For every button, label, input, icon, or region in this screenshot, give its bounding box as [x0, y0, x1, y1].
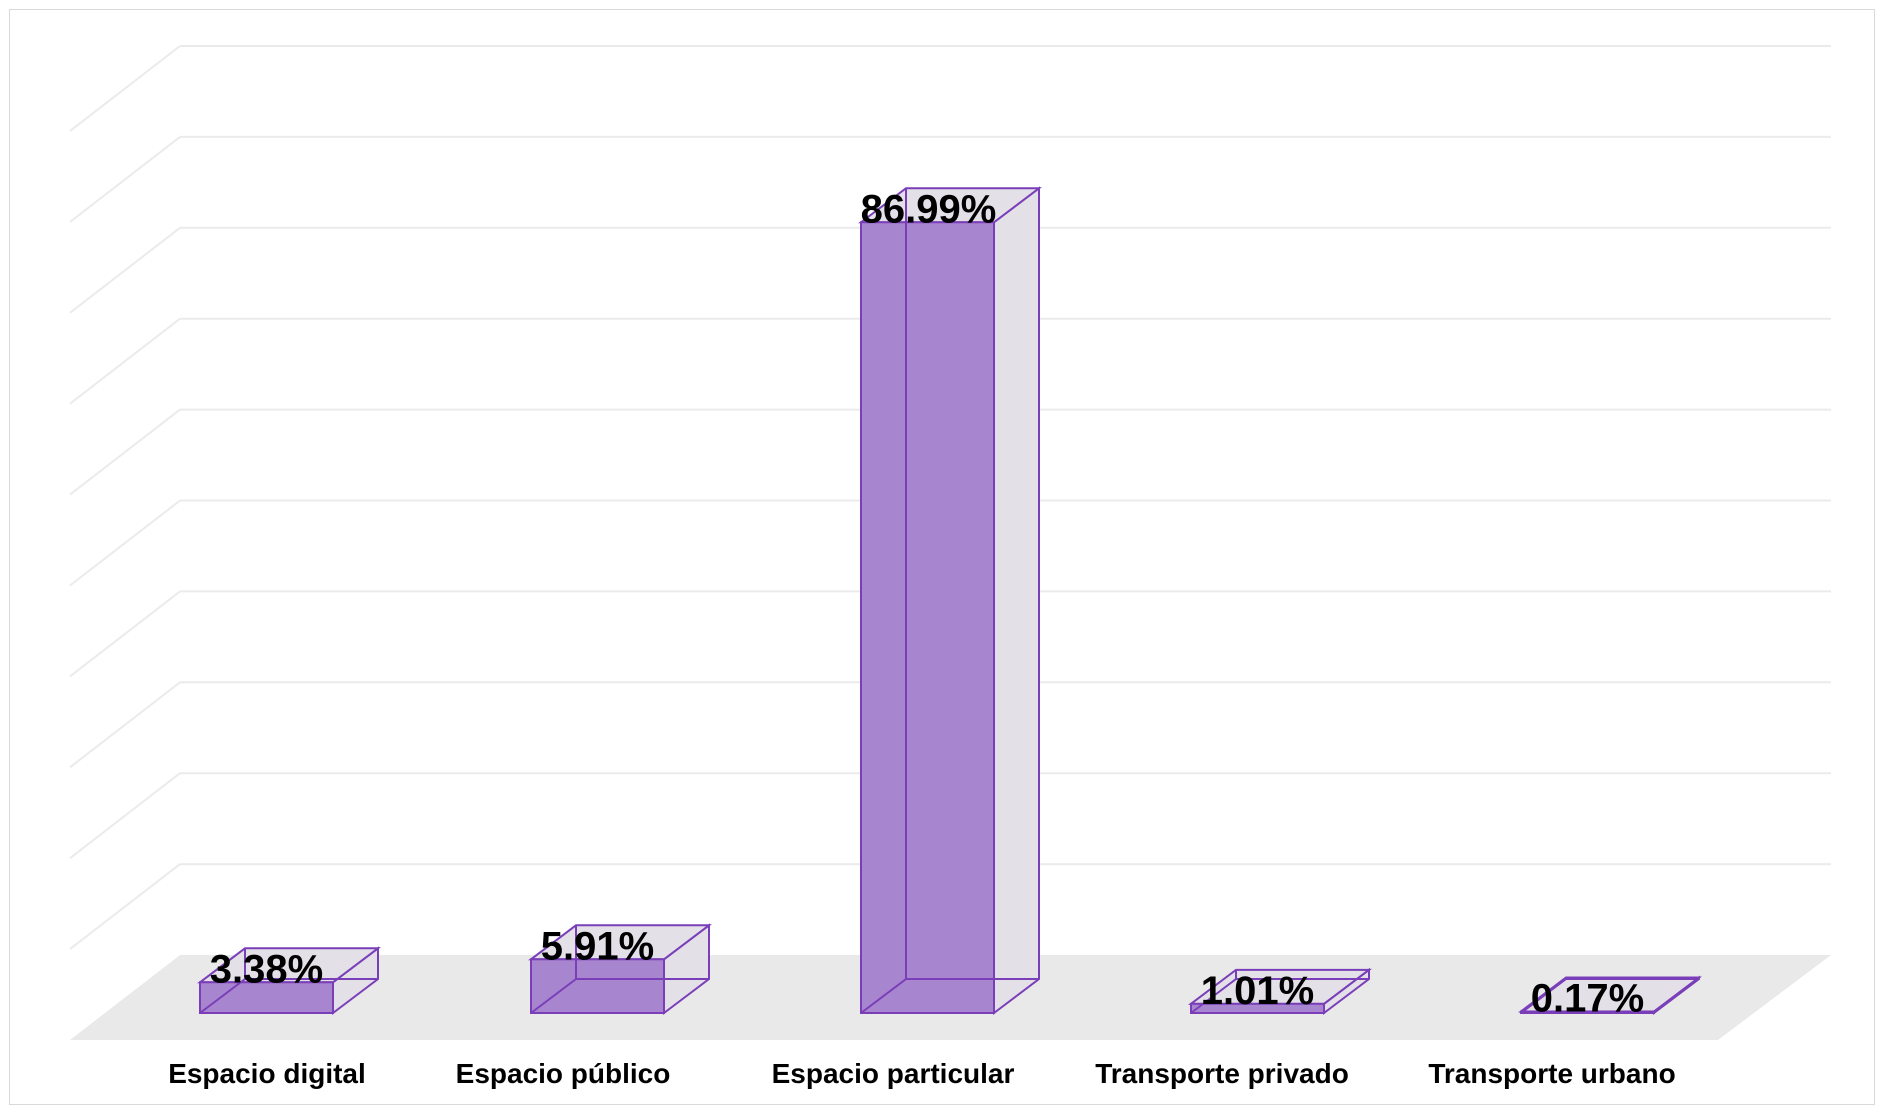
- side-gridline: [69, 45, 181, 132]
- category-axis-labels: Espacio digital Espacio público Espacio pa…: [168, 1058, 1675, 1089]
- category-label: Espacio digital: [168, 1058, 366, 1089]
- category-label: Transporte urbano: [1428, 1058, 1675, 1089]
- side-gridline: [69, 317, 181, 405]
- bar-2: [528, 923, 712, 1016]
- bars: [197, 186, 1702, 1016]
- bar-front-face: [530, 958, 665, 1014]
- data-label: 86.99%: [861, 187, 997, 231]
- side-gridline: [69, 408, 181, 496]
- data-labels: 3.38% 5.91% 86.99% 1.01% 0.17%: [210, 187, 1644, 1020]
- side-gridline: [69, 772, 181, 859]
- bar-side-face: [993, 186, 1040, 1016]
- side-gridline: [69, 681, 181, 769]
- data-label: 3.38%: [210, 947, 323, 991]
- bar-4: [1188, 967, 1372, 1016]
- category-label: Espacio público: [456, 1058, 671, 1089]
- side-gridline: [69, 499, 181, 587]
- side-gridline: [69, 136, 181, 223]
- side-gridline: [69, 590, 181, 678]
- bar-5: [1518, 975, 1702, 1016]
- side-gridline: [69, 863, 181, 950]
- data-label: 5.91%: [541, 924, 654, 968]
- bar-3: [858, 186, 1042, 1016]
- data-label: 0.17%: [1531, 976, 1644, 1020]
- category-label: Transporte privado: [1095, 1058, 1349, 1089]
- bar-front-face: [1190, 1002, 1325, 1014]
- bar-1: [197, 946, 381, 1016]
- data-label: 1.01%: [1201, 969, 1314, 1013]
- bar-front-face: [860, 221, 995, 1014]
- bar-front-face: [199, 981, 334, 1015]
- category-label: Espacio particular: [772, 1058, 1015, 1089]
- side-gridline: [69, 227, 181, 314]
